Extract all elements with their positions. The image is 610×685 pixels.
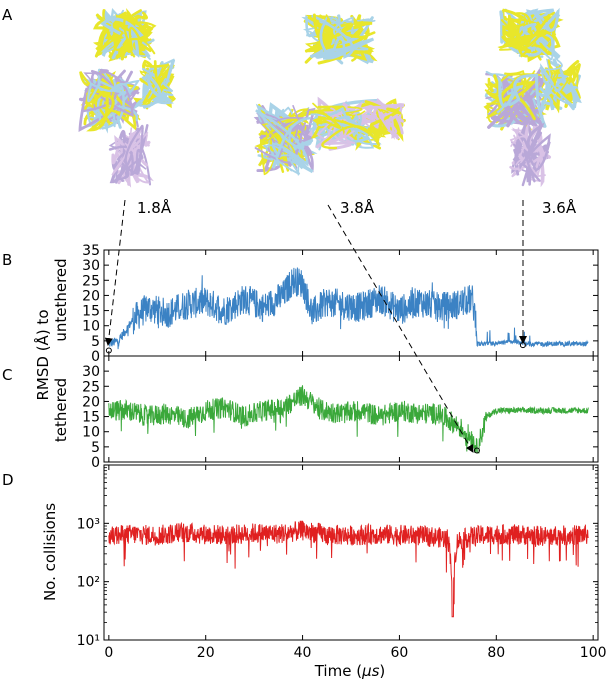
ribbon-strand — [319, 106, 366, 129]
panel-d-frame — [103, 464, 599, 641]
marker-point — [473, 447, 480, 454]
y-tick-label: 10 — [82, 319, 100, 335]
y-tick-label: 35 — [82, 243, 100, 259]
ribbon-strand — [519, 133, 551, 183]
structure-label-1: 1.8Å — [137, 198, 172, 217]
connector-arrows — [104, 199, 527, 453]
ribbon-strand — [265, 125, 303, 176]
y-tick-label: 0 — [91, 349, 100, 365]
x-tick-label: 40 — [294, 645, 312, 661]
structure-label-3: 3.6Å — [542, 198, 577, 217]
ribbon-strand — [108, 124, 149, 181]
ribbon-strand — [501, 14, 551, 50]
ribbon-strand — [87, 79, 131, 103]
ribbon-strand — [142, 73, 173, 109]
ribbon-strand — [312, 13, 369, 49]
y-axis-label-tethered: tethered — [52, 378, 70, 442]
panel-d-plot: 10¹ 10² 10³ 0 20 40 60 80 100 — [77, 465, 607, 661]
series-line-rmsd-tethered — [108, 385, 589, 454]
y-tick-label: 5 — [91, 334, 100, 350]
panel-letter-b: B — [2, 251, 12, 269]
x-tick-label: 20 — [197, 645, 215, 661]
ribbon-strand — [109, 130, 129, 184]
y-axis-label-rmsd: RMSD (Å) to — [33, 310, 52, 401]
y-tick-label: 20 — [82, 288, 100, 304]
ribbon-strand — [317, 111, 381, 150]
y-tick-label: 30 — [82, 258, 100, 274]
panel-letter-d: D — [2, 471, 14, 489]
ribbon-strand — [498, 74, 547, 128]
structure-label-2: 3.8Å — [340, 198, 375, 217]
ribbon-strand — [313, 105, 364, 151]
x-axis-label: Time (μs) — [314, 662, 386, 680]
ribbon-strand — [255, 109, 311, 167]
x-tick-label: 80 — [487, 645, 505, 661]
y-tick-label: 15 — [82, 304, 100, 320]
ribbon-strand — [378, 113, 398, 140]
y-tick-label: 10³ — [77, 516, 100, 532]
x-tick-label: 100 — [580, 645, 607, 661]
ribbon-strand — [487, 73, 546, 111]
y-tick-label: 20 — [82, 394, 100, 410]
ribbon-strand — [315, 20, 354, 59]
y-tick-label: 25 — [82, 273, 100, 289]
ribbon-strand — [114, 13, 142, 51]
y-tick-label: 30 — [82, 364, 100, 380]
y-tick-label: 15 — [82, 410, 100, 426]
y-tick-label: 5 — [91, 440, 100, 456]
ribbon-strand — [539, 73, 577, 106]
protein-structures — [78, 7, 582, 188]
y-tick-label: 10¹ — [77, 633, 100, 649]
panel-letter-c: C — [2, 366, 12, 384]
y-tick-label: 10 — [82, 425, 100, 441]
y-axis-label-untethered: untethered — [52, 258, 70, 341]
arrow-2 — [327, 204, 474, 453]
panel-letter-a: A — [2, 6, 13, 24]
y-axis-label-collisions: No. collisions — [41, 503, 59, 601]
x-tick-label: 60 — [391, 645, 409, 661]
y-tick-label: 25 — [82, 379, 100, 395]
arrow-1 — [104, 199, 126, 346]
ribbon-strand — [502, 80, 538, 126]
ribbon-strand — [79, 71, 131, 121]
series-line-collisions — [108, 520, 589, 618]
ribbon-strand — [124, 124, 144, 178]
panel-c-frame — [103, 355, 599, 463]
x-tick-label: 0 — [104, 645, 113, 661]
ribbon-strand — [111, 127, 149, 176]
ribbon-strand — [514, 124, 532, 186]
y-tick-label: 0 — [91, 455, 100, 471]
ribbon-strand — [369, 107, 402, 143]
ribbon-strand — [112, 17, 146, 53]
y-tick-label: 10² — [77, 575, 100, 591]
series-line-rmsd-untethered — [108, 267, 589, 350]
ribbon-strand — [539, 59, 575, 107]
ribbon-strand — [486, 74, 537, 121]
ribbon-strand — [261, 118, 309, 154]
ribbon-strand — [507, 18, 538, 45]
